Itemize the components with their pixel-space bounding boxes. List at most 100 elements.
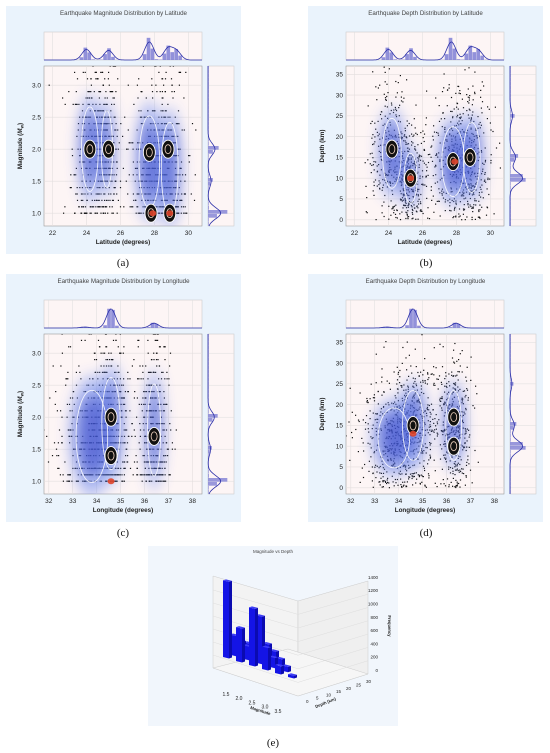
data-point — [136, 474, 138, 476]
data-point — [464, 396, 466, 398]
data-point — [149, 371, 152, 373]
data-point — [155, 339, 157, 341]
data-point — [383, 93, 385, 95]
data-point — [475, 200, 477, 202]
data-point — [486, 207, 489, 209]
data-point — [153, 352, 155, 354]
data-point — [468, 67, 470, 69]
data-point — [108, 352, 110, 354]
data-point — [190, 193, 192, 195]
data-point — [429, 153, 431, 155]
data-point — [93, 91, 95, 93]
data-point — [435, 203, 437, 205]
data-point — [485, 214, 488, 216]
data-point — [441, 383, 443, 385]
data-point — [378, 481, 380, 483]
data-point — [69, 187, 71, 189]
data-point — [489, 178, 491, 180]
data-point — [472, 206, 474, 208]
data-point — [469, 434, 471, 436]
data-point — [396, 217, 398, 219]
data-point — [376, 131, 378, 133]
data-point — [48, 84, 50, 86]
data-point — [416, 152, 418, 154]
data-point — [384, 105, 386, 107]
data-point — [419, 210, 422, 212]
right-marginal-bar — [208, 478, 228, 482]
right-marginal-bar — [510, 450, 511, 454]
data-point — [99, 180, 101, 182]
right-marginal-bar — [510, 118, 511, 122]
data-point — [456, 106, 458, 108]
data-point — [127, 455, 129, 457]
right-marginal-bar — [208, 186, 209, 190]
data-point — [366, 212, 368, 214]
data-point — [106, 206, 108, 208]
data-point — [408, 216, 410, 218]
data-point — [144, 474, 146, 476]
data-point — [420, 385, 422, 387]
data-point — [423, 369, 425, 371]
data-point — [82, 71, 84, 73]
top-marginal-bar — [417, 325, 421, 328]
data-point — [380, 477, 382, 479]
data-point — [358, 420, 360, 423]
data-point — [421, 334, 423, 336]
x-axis-label: Longitude (degrees) — [395, 507, 456, 514]
data-point — [78, 206, 80, 208]
data-point — [137, 378, 139, 380]
data-point — [411, 141, 413, 143]
right-marginal-bar — [510, 162, 511, 166]
data-point — [458, 482, 460, 485]
data-point — [129, 206, 131, 208]
data-point — [58, 455, 60, 457]
data-point — [448, 381, 450, 383]
data-point — [490, 129, 492, 131]
data-point — [371, 120, 373, 122]
data-point — [401, 197, 404, 199]
data-point — [439, 215, 441, 217]
data-point — [427, 378, 429, 381]
data-point — [157, 334, 159, 335]
data-point — [70, 187, 72, 189]
top-marginal-bar — [174, 49, 178, 60]
data-point — [373, 161, 375, 163]
data-point — [493, 213, 495, 215]
data-point — [455, 485, 457, 487]
data-point — [434, 182, 436, 184]
data-point — [138, 110, 140, 112]
kde-inner — [77, 394, 107, 479]
data-point — [115, 129, 117, 131]
data-point — [82, 199, 84, 201]
data-point — [430, 442, 432, 444]
data-point — [349, 387, 351, 389]
data-point — [379, 84, 381, 86]
data-point — [125, 416, 127, 418]
data-point — [425, 124, 427, 126]
data-point — [127, 148, 129, 150]
data-point — [392, 481, 394, 483]
data-point — [430, 373, 432, 375]
contour-line — [101, 377, 121, 471]
data-point — [379, 484, 381, 486]
top-marginal-bar — [381, 327, 386, 328]
data-point — [399, 382, 401, 384]
data-point — [465, 380, 468, 382]
data-point — [433, 374, 435, 376]
data-point — [127, 193, 129, 195]
kde-contours — [81, 106, 179, 223]
data-point — [166, 442, 168, 444]
data-point — [131, 423, 133, 425]
data-point — [139, 448, 141, 450]
chart-magnitude-latitude: Earthquake Magnitude Distribution by Lat… — [17, 10, 235, 246]
data-point — [447, 89, 449, 91]
data-point — [170, 429, 172, 431]
data-point — [151, 91, 154, 93]
data-point — [371, 137, 373, 139]
data-point — [369, 153, 371, 155]
contour-peak — [104, 407, 118, 427]
data-point — [422, 130, 424, 132]
data-point — [403, 484, 405, 486]
data-point — [481, 191, 483, 193]
data-point — [379, 187, 381, 189]
